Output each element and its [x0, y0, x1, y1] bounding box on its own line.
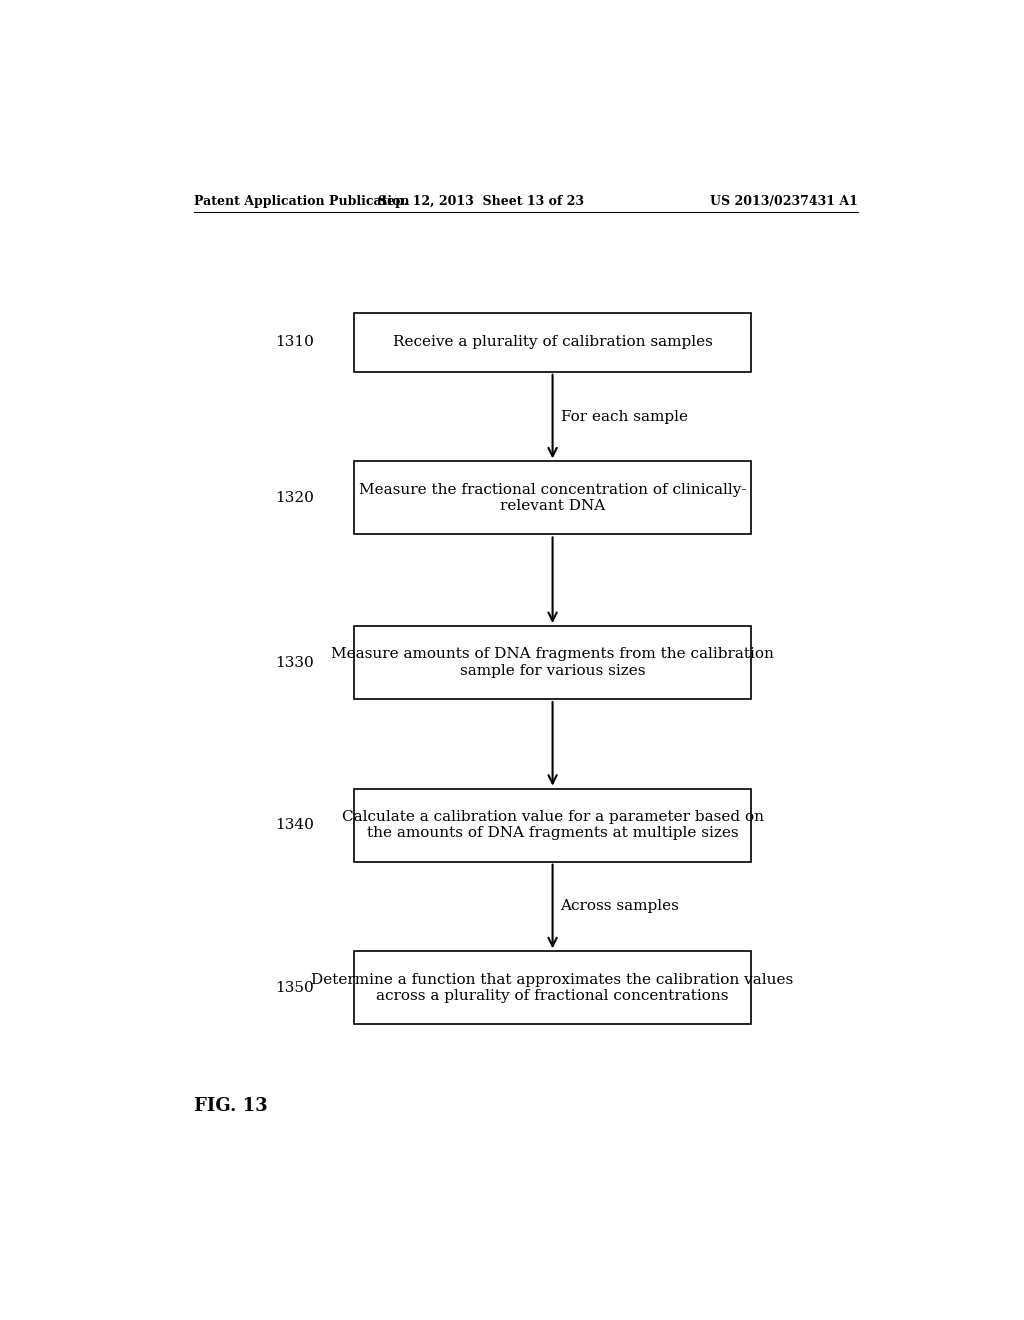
FancyBboxPatch shape	[354, 788, 751, 862]
Text: 1310: 1310	[274, 335, 313, 350]
Text: 1330: 1330	[274, 656, 313, 669]
Text: US 2013/0237431 A1: US 2013/0237431 A1	[711, 194, 858, 207]
FancyBboxPatch shape	[354, 952, 751, 1024]
Text: Receive a plurality of calibration samples: Receive a plurality of calibration sampl…	[392, 335, 713, 350]
Text: 1350: 1350	[274, 981, 313, 995]
FancyBboxPatch shape	[354, 313, 751, 372]
Text: 1340: 1340	[274, 818, 313, 832]
Text: Measure amounts of DNA fragments from the calibration
sample for various sizes: Measure amounts of DNA fragments from th…	[331, 647, 774, 677]
Text: FIG. 13: FIG. 13	[194, 1097, 267, 1114]
FancyBboxPatch shape	[354, 461, 751, 535]
Text: Calculate a calibration value for a parameter based on
the amounts of DNA fragme: Calculate a calibration value for a para…	[342, 810, 764, 841]
Text: For each sample: For each sample	[560, 409, 687, 424]
Text: Patent Application Publication: Patent Application Publication	[194, 194, 410, 207]
Text: Across samples: Across samples	[560, 899, 679, 913]
Text: Determine a function that approximates the calibration values
across a plurality: Determine a function that approximates t…	[311, 973, 794, 1003]
FancyBboxPatch shape	[354, 626, 751, 700]
Text: Sep. 12, 2013  Sheet 13 of 23: Sep. 12, 2013 Sheet 13 of 23	[378, 194, 584, 207]
Text: Measure the fractional concentration of clinically-
relevant DNA: Measure the fractional concentration of …	[358, 483, 746, 513]
Text: 1320: 1320	[274, 491, 313, 504]
